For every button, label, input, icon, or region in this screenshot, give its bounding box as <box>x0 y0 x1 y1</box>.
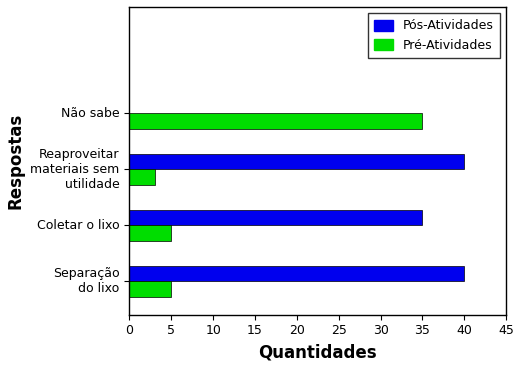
Bar <box>130 209 423 225</box>
Bar <box>130 266 464 281</box>
Bar <box>130 225 171 241</box>
Bar <box>130 113 423 129</box>
Bar <box>130 153 464 169</box>
Y-axis label: Respostas: Respostas <box>7 113 25 209</box>
Bar <box>130 281 171 297</box>
X-axis label: Quantidades: Quantidades <box>258 343 377 361</box>
Legend: Pós-Atividades, Pré-Atividades: Pós-Atividades, Pré-Atividades <box>368 13 500 58</box>
Bar <box>130 169 155 185</box>
